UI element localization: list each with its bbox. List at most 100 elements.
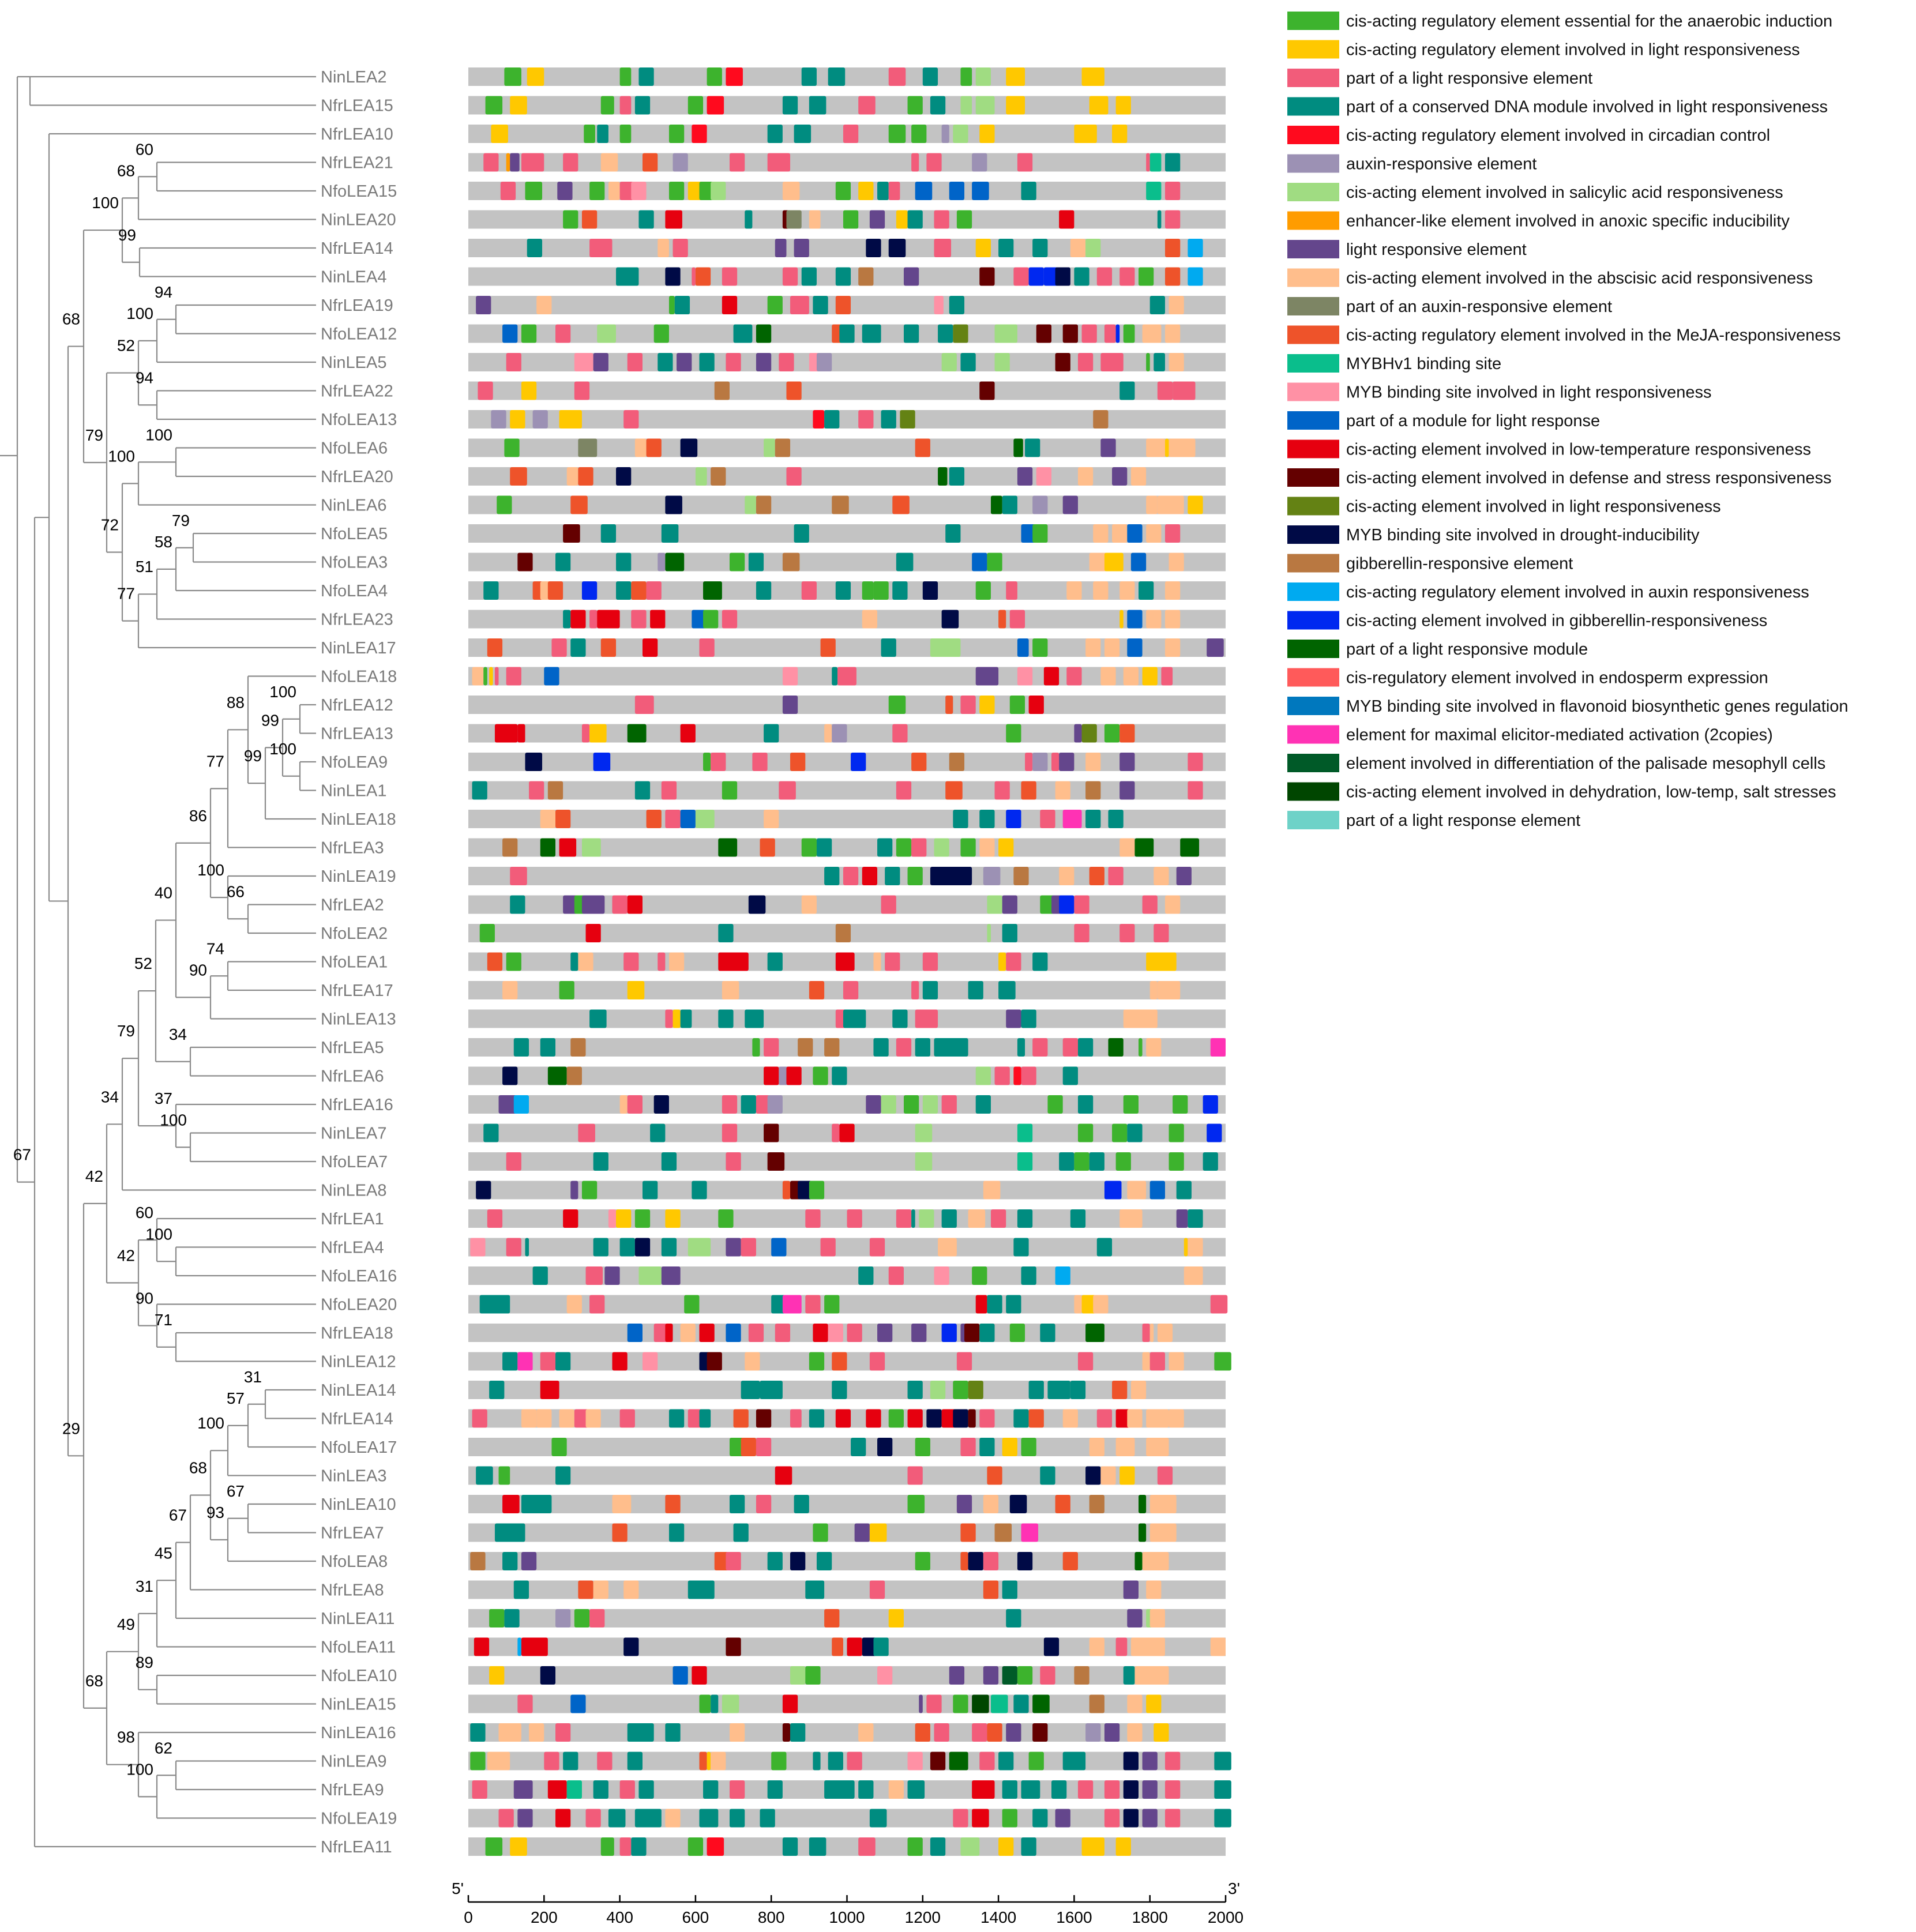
motif-box [1074, 267, 1090, 286]
axis-tick-label: 200 [531, 1908, 558, 1926]
motif-box [1017, 638, 1029, 657]
motif-box [1002, 1780, 1017, 1799]
motif-box [851, 1438, 866, 1456]
motif-box [866, 239, 881, 257]
motif-box [782, 1723, 791, 1742]
motif-box [869, 1523, 887, 1542]
motif-box [1021, 1438, 1036, 1456]
legend-swatch [1287, 554, 1339, 573]
motif-box [847, 1324, 862, 1342]
motif-box [911, 125, 927, 143]
motif-box [1119, 1209, 1143, 1228]
legend-swatch [1287, 297, 1339, 315]
motif-box [922, 581, 938, 600]
motif-box [1017, 1552, 1033, 1570]
motif-box [949, 296, 965, 314]
motif-box [722, 781, 738, 800]
motif-box [964, 1324, 980, 1342]
motif-box [581, 838, 601, 857]
motif-box [470, 1552, 486, 1570]
motif-box [782, 667, 798, 686]
motif-box [1119, 610, 1124, 629]
motif-box [1123, 1751, 1139, 1771]
motif-box [1006, 1295, 1021, 1314]
motif-box [487, 1751, 510, 1771]
motif-box [479, 924, 495, 942]
motif-box [960, 1438, 976, 1456]
motif-box [968, 1552, 983, 1570]
motif-box [1017, 467, 1033, 486]
motif-box [1149, 1181, 1165, 1200]
motif-box [907, 867, 923, 885]
motif-box [1210, 1295, 1228, 1314]
motif-box [979, 810, 995, 828]
motif-box [600, 524, 617, 543]
motif-box [722, 1095, 738, 1114]
motif-box [1096, 1238, 1113, 1257]
motif-box [869, 1809, 887, 1828]
gene-bar [468, 1266, 1226, 1285]
motif-box [627, 981, 645, 999]
motif-box [634, 438, 647, 457]
motif-box [975, 1295, 987, 1314]
motif-box [1184, 1266, 1203, 1285]
motif-box [930, 96, 946, 115]
motif-box [665, 1809, 681, 1828]
motif-box [1127, 1181, 1147, 1200]
motif-box [767, 1095, 783, 1114]
motif-box [513, 1780, 533, 1799]
motif-box [513, 1095, 529, 1114]
motif-box [487, 1209, 503, 1228]
motif-box [847, 1751, 862, 1771]
motif-box [703, 753, 711, 771]
bootstrap-value: 77 [117, 585, 135, 603]
motif-box [998, 610, 1006, 629]
motif-box [722, 296, 738, 314]
gene-label: NfoLEA1 [321, 953, 388, 972]
motif-box [801, 581, 817, 600]
gene-label: NfrLEA4 [321, 1239, 384, 1257]
motif-box [820, 1238, 836, 1257]
bootstrap-value: 34 [101, 1088, 119, 1106]
motif-box [680, 724, 696, 743]
motif-box [604, 1266, 620, 1285]
motif-box [771, 1751, 787, 1771]
motif-box [699, 638, 715, 657]
motif-box [570, 1694, 586, 1713]
motif-box [953, 810, 968, 828]
gene-label: NfrLEA7 [321, 1524, 384, 1543]
motif-box [866, 1409, 881, 1428]
motif-box [1017, 1666, 1033, 1685]
bootstrap-value: 66 [227, 882, 245, 900]
motif-box [1006, 724, 1021, 743]
motif-box [692, 125, 707, 143]
motif-box [619, 1095, 628, 1114]
motif-box [589, 1009, 607, 1028]
motif-box [888, 182, 900, 200]
motif-box [555, 1466, 571, 1485]
gene-label: NfrLEA3 [321, 839, 384, 858]
motif-box [1104, 324, 1116, 343]
motif-box [1013, 438, 1023, 457]
motif-box [998, 838, 1014, 857]
motif-box [764, 810, 779, 828]
motif-box [1164, 438, 1169, 457]
motif-box [566, 1066, 582, 1085]
motif-box [816, 838, 832, 857]
motif-box [839, 1123, 855, 1142]
motif-box [498, 1095, 518, 1114]
motif-box [474, 1637, 490, 1656]
motif-box [502, 1495, 520, 1513]
legend-swatch [1287, 240, 1339, 258]
motif-box [729, 1809, 745, 1828]
bootstrap-value: 94 [136, 369, 153, 386]
motif-box [1214, 1780, 1231, 1799]
motif-box [786, 467, 802, 486]
motif-box [695, 267, 711, 286]
motif-box [589, 724, 607, 743]
gene-bar [468, 753, 1226, 771]
motif-box [1210, 1637, 1226, 1656]
gene-bar [468, 239, 1226, 257]
motif-box [581, 581, 598, 600]
motif-box [1146, 353, 1150, 371]
